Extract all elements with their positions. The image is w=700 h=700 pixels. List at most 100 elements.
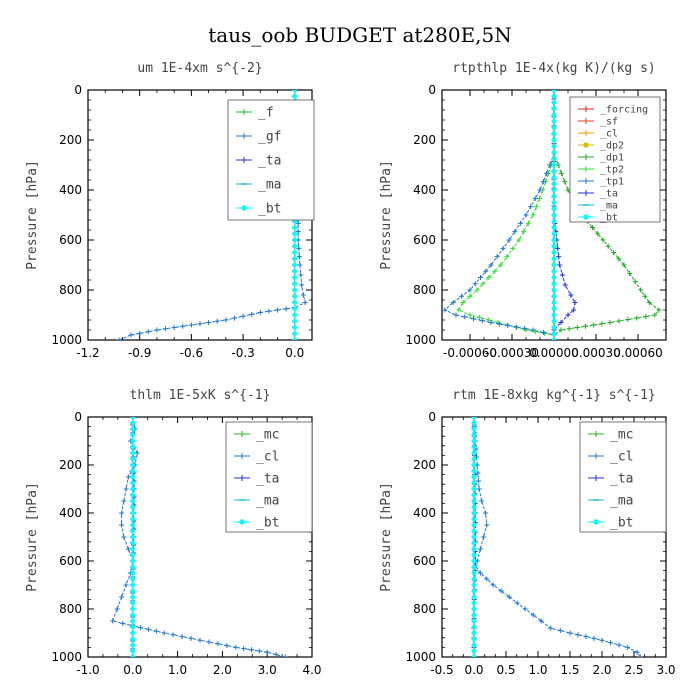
- data-point: [595, 231, 601, 237]
- data-point: [530, 212, 536, 218]
- data-point: [130, 522, 136, 528]
- data-point: [462, 314, 468, 320]
- legend-label: _cl: [610, 450, 633, 465]
- panel-title: rtpthlp 1E-4x(kg K)/(kg s): [452, 61, 656, 76]
- data-point: [130, 618, 136, 624]
- data-point: [506, 594, 512, 600]
- data-point: [130, 606, 136, 612]
- data-point: [130, 420, 136, 426]
- data-point: [471, 540, 477, 546]
- data-point: [559, 272, 565, 278]
- data-point: [517, 220, 523, 226]
- data-point: [551, 112, 557, 118]
- data-point: [475, 470, 481, 476]
- data-point: [471, 450, 477, 456]
- data-point: [292, 250, 298, 255]
- data-point: [299, 282, 305, 288]
- data-point: [471, 612, 477, 618]
- data-point: [188, 635, 194, 641]
- y-tick-label: 600: [413, 554, 436, 568]
- data-point: [557, 262, 563, 268]
- data-point: [522, 326, 528, 331]
- data-point: [292, 294, 298, 299]
- data-point: [551, 194, 557, 199]
- data-point: [130, 546, 136, 552]
- x-tick-label: 0.5: [496, 663, 515, 677]
- data-point: [206, 639, 212, 645]
- data-point: [551, 200, 557, 205]
- chart-panel-4: rtm 1E-8xkg kg^{-1} s^{-1} Pressure [hPa]…: [379, 388, 676, 677]
- data-point: [476, 315, 482, 320]
- legend-label: _dp2: [600, 141, 624, 152]
- data-point: [551, 300, 557, 305]
- data-point: [583, 634, 589, 640]
- data-point: [616, 256, 622, 262]
- data-point: [130, 534, 136, 540]
- data-point: [471, 558, 477, 564]
- data-point: [477, 570, 483, 576]
- legend-box: [225, 421, 313, 533]
- data-point: [608, 640, 614, 646]
- data-point: [292, 269, 298, 274]
- data-point: [471, 468, 477, 474]
- data-point: [471, 420, 477, 426]
- legend-marker: [583, 190, 589, 196]
- data-point: [471, 630, 477, 636]
- data-point: [513, 324, 519, 330]
- data-point: [295, 229, 301, 235]
- data-point: [551, 262, 557, 268]
- y-tick-label: 400: [59, 183, 82, 197]
- data-point: [292, 306, 298, 311]
- chart-panel-3: thlm 1E-5xK s^{-1} Pressure [hPa] 0 200 400 6…: [25, 388, 322, 677]
- data-point: [551, 119, 557, 124]
- data-point: [538, 618, 544, 624]
- data-point: [516, 237, 522, 243]
- data-point: [591, 322, 597, 328]
- data-point: [467, 312, 473, 318]
- data-point: [533, 204, 539, 210]
- data-point: [510, 245, 516, 251]
- data-point: [154, 327, 160, 333]
- data-point: [130, 444, 136, 450]
- data-point: [551, 244, 557, 249]
- legend-marker: [241, 133, 247, 139]
- data-point: [292, 225, 298, 230]
- data-point: [551, 137, 557, 143]
- data-point: [621, 262, 627, 268]
- data-point: [521, 229, 527, 235]
- y-axis-label: Pressure [hPa]: [25, 160, 40, 270]
- legend-marker: [241, 157, 247, 163]
- y-tick-label: 600: [59, 554, 82, 568]
- data-point: [551, 269, 557, 274]
- legend-label: _bt: [258, 202, 281, 217]
- data-point: [506, 237, 512, 243]
- data-point: [292, 256, 298, 261]
- y-axis-label: Pressure [hPa]: [379, 160, 394, 270]
- data-point: [471, 636, 477, 642]
- data-point: [471, 648, 477, 654]
- data-point: [120, 620, 126, 626]
- legend-marker: [593, 431, 599, 437]
- data-point: [490, 582, 496, 588]
- data-point: [565, 312, 571, 318]
- data-point: [125, 546, 131, 552]
- data-point: [484, 576, 490, 582]
- legend-marker: [583, 130, 589, 136]
- legend: _forcing_sf_cl_dp2_dp1_tp2_tp1_ta_ma_bt: [569, 96, 661, 224]
- data-point: [551, 206, 557, 211]
- data-point: [562, 282, 568, 288]
- legend-label: _ta: [256, 472, 279, 487]
- data-point: [480, 281, 486, 287]
- data-point: [292, 244, 298, 249]
- data-point: [119, 522, 125, 528]
- panel-title: rtm 1E-8xkg kg^{-1} s^{-1}: [452, 388, 656, 403]
- data-point: [479, 498, 485, 504]
- data-point: [130, 558, 136, 564]
- data-point: [121, 498, 127, 504]
- data-point: [551, 94, 557, 99]
- legend-label: _forcing: [600, 105, 648, 116]
- data-point: [575, 632, 581, 638]
- legend-marker: [583, 142, 589, 148]
- data-point: [214, 318, 220, 324]
- y-tick-label: 1000: [51, 333, 82, 347]
